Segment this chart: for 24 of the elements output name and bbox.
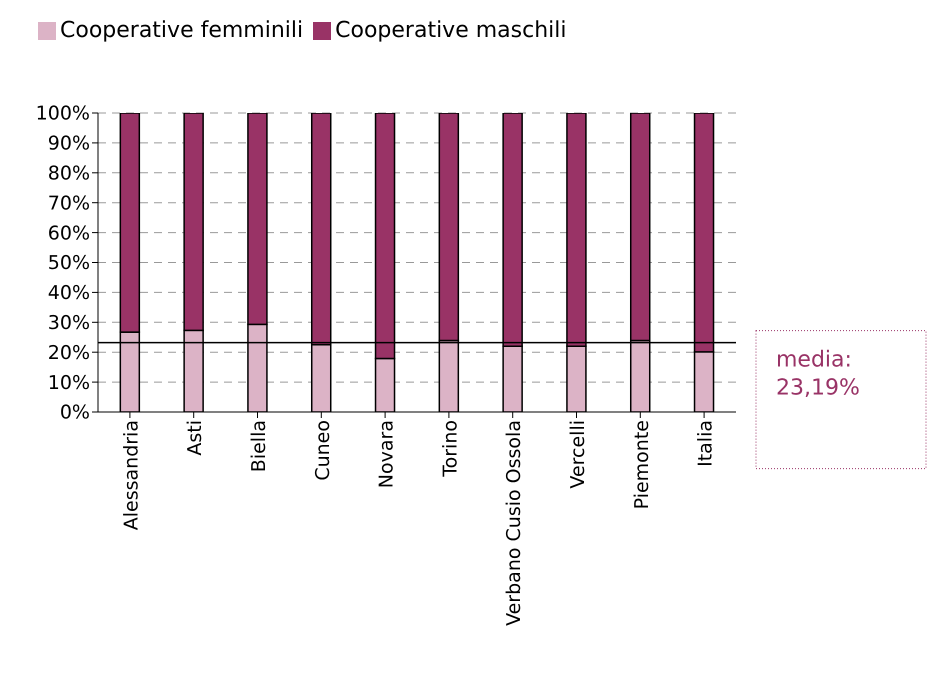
y-tick-label: 90% <box>48 132 90 155</box>
ref-line-label: media: 23,19% <box>776 348 860 401</box>
y-tick-label: 100% <box>36 102 90 125</box>
y-tick-label: 60% <box>48 222 90 244</box>
x-tick-label: Torino <box>439 420 462 478</box>
x-tick-label: Alessandria <box>120 420 142 530</box>
y-tick-label: 0% <box>60 402 90 424</box>
legend-label: Cooperative maschili <box>335 18 566 43</box>
x-tick-label: Biella <box>248 420 270 472</box>
y-tick-label: 30% <box>48 312 90 334</box>
x-tick-label: Italia <box>694 420 717 467</box>
x-tick-label: Piemonte <box>630 420 653 510</box>
x-tick-label: Cuneo <box>312 420 334 481</box>
y-tick-label: 10% <box>48 372 90 394</box>
y-tick-label: 50% <box>48 252 90 274</box>
y-tick-label: 20% <box>48 342 90 364</box>
legend-label: Cooperative femminili <box>60 18 304 43</box>
x-tick-label: Verbano Cusio Ossola <box>503 420 526 626</box>
y-tick-label: 70% <box>48 192 90 214</box>
x-tick-label: Novara <box>376 420 398 488</box>
y-tick-label: 80% <box>48 162 90 185</box>
y-tick-label: 40% <box>48 282 90 304</box>
x-tick-label: Asti <box>184 420 206 456</box>
x-tick-label: Vercelli <box>566 420 589 489</box>
